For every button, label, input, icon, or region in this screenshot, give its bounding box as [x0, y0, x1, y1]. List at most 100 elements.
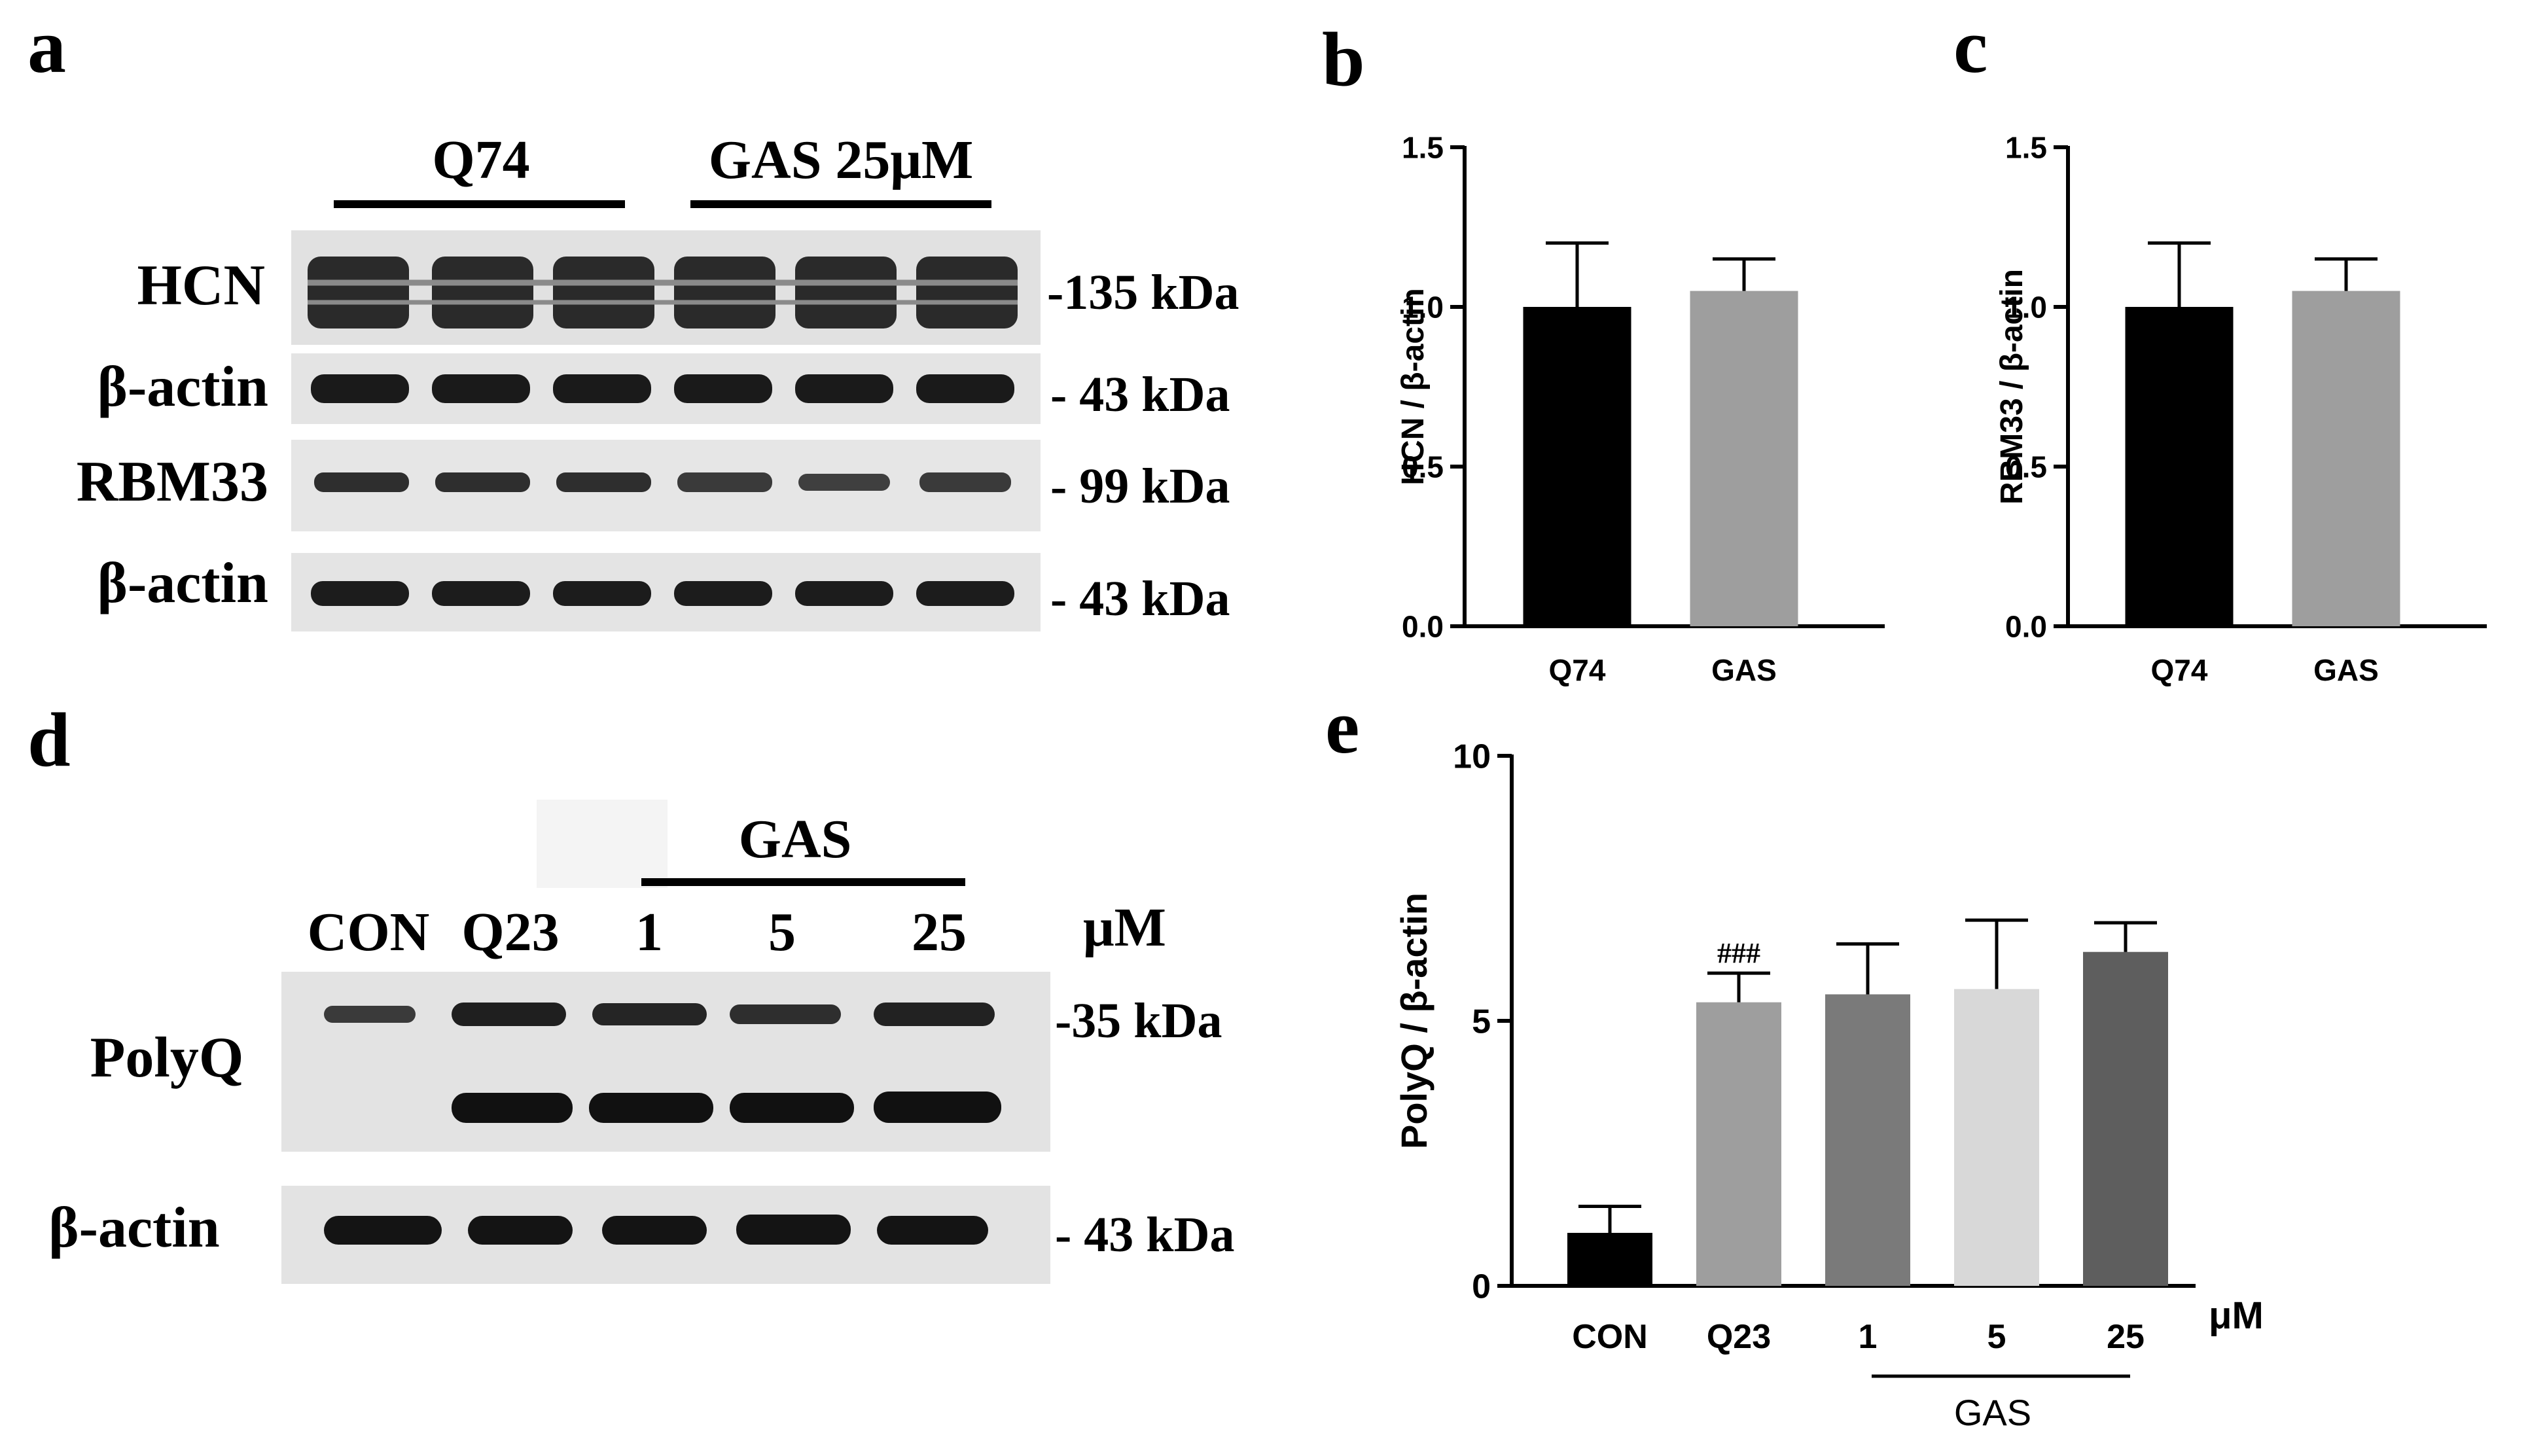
y-tick-label-c: 0.5	[2005, 450, 2047, 484]
band-polyq-lower-q23	[452, 1093, 573, 1123]
blot-d-marker-polyq: -35 kDa	[1055, 993, 1222, 1048]
band-actin-d-5	[736, 1215, 851, 1245]
bar-e-0	[1567, 1233, 1652, 1286]
band-actin2-5	[795, 581, 893, 606]
blot-d: GAS CON Q23 1 5 25 μM	[48, 800, 1234, 1284]
x-tick-label-c-1: GAS	[2313, 653, 2379, 687]
band-set-polyq-upper	[324, 1003, 995, 1026]
y-tick-label-b: 1.5	[1402, 131, 1444, 165]
band-actin1-6	[916, 374, 1014, 403]
band-set-actin-1	[311, 374, 1014, 403]
band-set-hcn	[308, 257, 1018, 328]
blot-a-label-hcn: HCN	[137, 254, 265, 317]
blot-d-marker-actin: - 43 kDa	[1055, 1207, 1234, 1262]
band-set-polyq-lower	[452, 1092, 1001, 1123]
band-actin-d-1	[602, 1216, 707, 1245]
blot-d-label-actin: β-actin	[48, 1196, 219, 1260]
blot-a-marker-rbm33: - 99 kDa	[1050, 459, 1230, 514]
panel-letter-e: e	[1325, 684, 1359, 770]
band-rbm33-5	[798, 474, 890, 491]
band-rbm33-4	[677, 472, 772, 492]
band-set-actin-2	[311, 581, 1014, 606]
bar-c-0	[2125, 307, 2234, 626]
blot-d-label-polyq: PolyQ	[90, 1026, 244, 1090]
blot-a-label-actin-2: β-actin	[98, 552, 268, 615]
blot-a-label-rbm33: RBM33	[77, 450, 268, 514]
blot-a-group-q74: Q74	[432, 130, 529, 190]
blot-d-lane-1: 1	[635, 902, 663, 963]
band-rbm33-1	[314, 472, 409, 492]
blot-a-label-actin-1: β-actin	[98, 355, 268, 419]
band-actin1-2	[432, 374, 530, 403]
blot-a-membrane-rbm33	[291, 440, 1041, 531]
y-tick-label-b: 0.0	[1402, 610, 1444, 644]
significance-mark-e-1: ###	[1717, 937, 1760, 969]
blot-d-membrane-polyq	[281, 972, 1050, 1152]
y-tick-label-e: 5	[1472, 1003, 1491, 1041]
x-tick-label-b-1: GAS	[1711, 653, 1777, 687]
blot-a-group-gas: GAS 25μM	[709, 130, 974, 190]
band-polyq-upper-25	[874, 1003, 995, 1026]
band-set-actin-d	[324, 1215, 988, 1245]
bar-chart-e: 0 5 10 PolyQ / β-actin CON Q23 ### 1 5 25 μM GAS	[1393, 738, 2264, 1433]
band-hcn-2	[432, 257, 533, 328]
band-hcn-3	[553, 257, 654, 328]
band-actin-d-q23	[468, 1216, 573, 1245]
band-actin1-3	[553, 374, 651, 403]
blot-a-membrane-hcn	[291, 230, 1041, 345]
panel-letter-a: a	[27, 3, 66, 89]
band-actin2-1	[311, 581, 409, 606]
blot-d-lane-con: CON	[308, 902, 430, 963]
blot-d-image-patch	[537, 800, 668, 888]
bar-b-0	[1523, 307, 1631, 626]
band-actin1-5	[795, 374, 893, 403]
band-hcn-5	[795, 257, 897, 328]
band-actin1-1	[311, 374, 409, 403]
band-polyq-upper-1	[592, 1003, 707, 1025]
x-tick-label-e-0: CON	[1572, 1318, 1648, 1356]
x-tick-label-c-0: Q74	[2151, 653, 2208, 687]
y-tick-label-c: 1.0	[2005, 291, 2047, 325]
blot-a-membrane-actin-1	[291, 353, 1041, 424]
blot-d-lane-5: 5	[768, 902, 796, 963]
bar-e-4	[2083, 951, 2168, 1286]
panel-letter-c: c	[1953, 3, 1987, 89]
blot-a: Q74 GAS 25μM	[77, 130, 1239, 631]
band-rbm33-2	[435, 472, 530, 492]
band-rbm33-3	[556, 472, 651, 492]
band-actin-d-25	[877, 1216, 988, 1245]
x-tick-label-e-2: 1	[1859, 1318, 1878, 1356]
x-tick-label-e-1: Q23	[1707, 1318, 1771, 1356]
x-tick-label-e-4: 25	[2107, 1318, 2145, 1356]
bar-e-2	[1825, 994, 1910, 1286]
blot-d-unit: μM	[1083, 897, 1166, 958]
y-axis-label-c: RBM33 / β-actin	[1995, 269, 2029, 505]
band-hcn-1	[308, 257, 409, 328]
bar-b-1	[1690, 291, 1798, 627]
band-hcn-4	[674, 257, 775, 328]
band-actin2-2	[432, 581, 530, 606]
y-tick-label-b: 1.0	[1402, 291, 1444, 325]
blot-a-marker-actin-1: - 43 kDa	[1050, 367, 1230, 422]
bar-e-1	[1696, 1002, 1781, 1286]
band-actin-d-con	[324, 1216, 442, 1245]
band-polyq-lower-1	[589, 1093, 713, 1123]
bar-e-3	[1954, 989, 2039, 1286]
band-polyq-upper-5	[730, 1004, 841, 1024]
y-axis-label-b: HCN / β-actin	[1396, 288, 1431, 485]
band-actin1-4	[674, 374, 772, 403]
blot-a-marker-actin-2: - 43 kDa	[1050, 571, 1230, 626]
y-tick-label-c: 1.5	[2005, 131, 2047, 165]
panel-letter-b: b	[1322, 16, 1365, 102]
blot-a-marker-hcn: -135 kDa	[1047, 265, 1239, 320]
band-polyq-upper-con	[324, 1006, 416, 1023]
band-polyq-lower-5	[730, 1093, 854, 1123]
bar-chart-c: 0.0 0.5 1.0 1.5 RBM33 / β-actin Q74 GAS	[1995, 131, 2487, 687]
y-tick-label-b: 0.5	[1402, 450, 1444, 484]
blot-d-lane-25: 25	[912, 902, 967, 963]
blot-a-membrane-actin-2	[291, 553, 1041, 631]
band-actin2-4	[674, 581, 772, 606]
band-polyq-lower-25	[874, 1092, 1001, 1123]
y-axis-label-e: PolyQ / β-actin	[1393, 893, 1434, 1149]
